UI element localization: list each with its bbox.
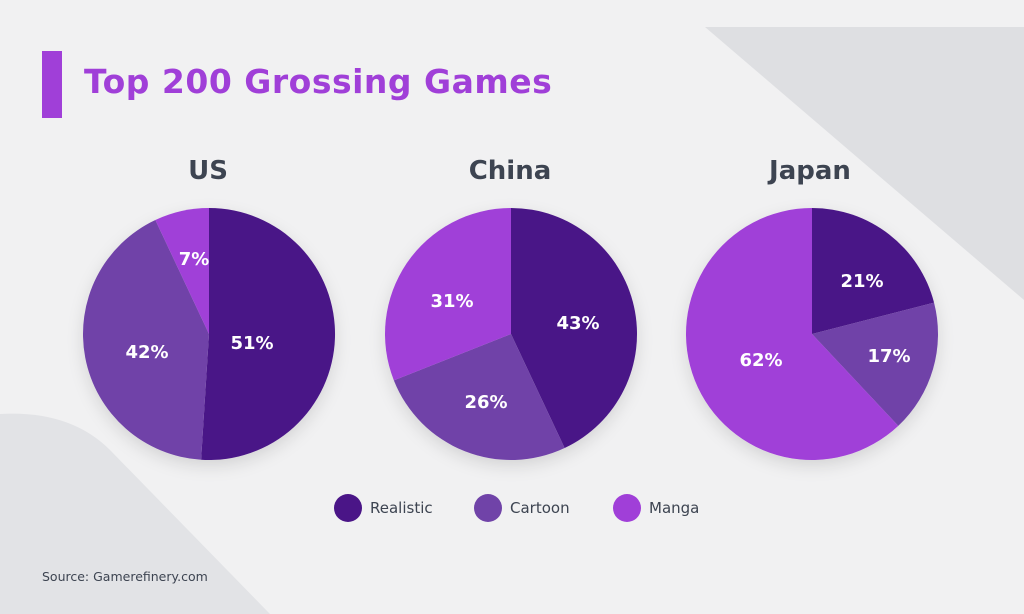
legend-swatch-manga: [613, 494, 641, 522]
pie-label-japan-manga: 62%: [739, 350, 782, 371]
source-note: Source: Gamerefinery.com: [42, 569, 208, 584]
title-accent-bar: [42, 51, 62, 118]
pie-slice-japan-cartoon: [812, 302, 938, 426]
legend-swatch-realistic: [334, 494, 362, 522]
pie-slice-us-manga: [155, 208, 209, 334]
pie-china: [385, 208, 638, 461]
pie-label-us-cartoon: 42%: [125, 342, 168, 363]
pie-label-china-manga: 31%: [430, 291, 473, 312]
legend-label-realistic: Realistic: [370, 499, 433, 517]
legend: Realistic Cartoon Manga: [0, 493, 1024, 523]
legend-item-manga: Manga: [613, 493, 699, 523]
pie-slice-japan-realistic: [812, 208, 935, 334]
pie-label-china-realistic: 43%: [556, 313, 599, 334]
pie-us: [82, 208, 336, 460]
page-title: Top 200 Grossing Games: [84, 62, 553, 101]
pie-slice-china-cartoon: [393, 334, 565, 461]
pie-label-japan-cartoon: 17%: [867, 346, 910, 367]
pie-slice-china-manga: [385, 208, 511, 381]
pie-label-us-manga: 7%: [179, 249, 210, 270]
pie-title-us: US: [188, 156, 228, 186]
pie-slice-us-realistic: [201, 208, 336, 460]
legend-swatch-cartoon: [474, 494, 502, 522]
pie-slice-us-cartoon: [82, 219, 209, 460]
pie-title-china: China: [468, 156, 552, 186]
legend-label-manga: Manga: [649, 499, 700, 517]
pie-label-us-realistic: 51%: [230, 333, 273, 354]
legend-label-cartoon: Cartoon: [510, 499, 570, 517]
pie-title-japan: Japan: [769, 156, 851, 186]
pie-japan: [685, 208, 938, 460]
legend-item-cartoon: Cartoon: [474, 493, 570, 523]
pie-slice-japan-manga: [685, 208, 899, 460]
pie-label-china-cartoon: 26%: [464, 392, 507, 413]
legend-item-realistic: Realistic: [334, 493, 433, 523]
pie-slice-china-realistic: [511, 208, 638, 449]
pie-label-japan-realistic: 21%: [840, 271, 883, 292]
